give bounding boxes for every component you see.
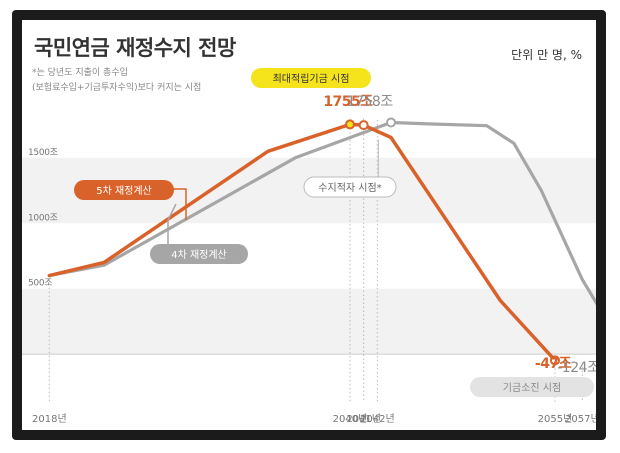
footnote-line-1: *는 당년도 지출이 총수입 [32,68,128,78]
series-4th-line [47,120,596,306]
x-tick-label: 2041년 [346,413,381,425]
legend-4th-label: 4차 재정계산 [171,249,227,261]
peak-marker-5th [345,119,355,130]
x-tick-label: 2055년 [538,413,573,425]
annotation-peak-4th: 1758조 [347,94,394,110]
x-tick-label: 2018년 [32,413,67,425]
y-tick-label: 1000조 [28,213,58,223]
max-fund-label: 최대적립기금 시점 [273,72,350,85]
legend-5th-label: 5차 재정계산 [96,185,152,197]
chart-card: 국민연금 재정수지 전망 단위 만 명, % *는 당년도 지출이 총수입 (보… [22,20,596,430]
depletion-pill [470,377,594,397]
deficit-label: 수지적자 시점* [318,182,381,194]
depletion-label: 기금소진 시점 [503,382,561,394]
annotation-end-4th: -124조 [557,360,596,376]
annotation-end-5th: -47조 [535,356,572,372]
annotation-peak-5th: 1755조 [323,94,373,110]
unit-label: 단위 만 명, % [511,48,582,62]
legend-4th-pill [150,244,248,264]
legend-5th-connector [172,188,187,220]
deficit-marker-5th [358,120,369,131]
x-tick-label: 2040년 [333,413,368,425]
y-tick-label: 1500조 [28,148,58,158]
footnote: *는 당년도 지출이 총수입 (보험료수입+기금투자수익)보다 커지는 시점 [32,66,201,96]
legend-5th-pill [74,180,174,200]
x-tick-label: 2042년 [360,413,395,425]
chart-title: 국민연금 재정수지 전망 [34,36,236,60]
x-tick-label: 2057년 [565,413,596,425]
deficit-marker-4th [386,117,396,128]
footnote-line-2: (보험료수입+기금투자수익)보다 커지는 시점 [32,83,202,93]
end-marker-5th [550,355,560,366]
max-fund-pill [251,68,371,88]
deficit-pill [303,176,397,198]
background-band [22,288,596,355]
series-5th-line [47,122,557,363]
y-tick-label: 500조 [28,279,52,289]
